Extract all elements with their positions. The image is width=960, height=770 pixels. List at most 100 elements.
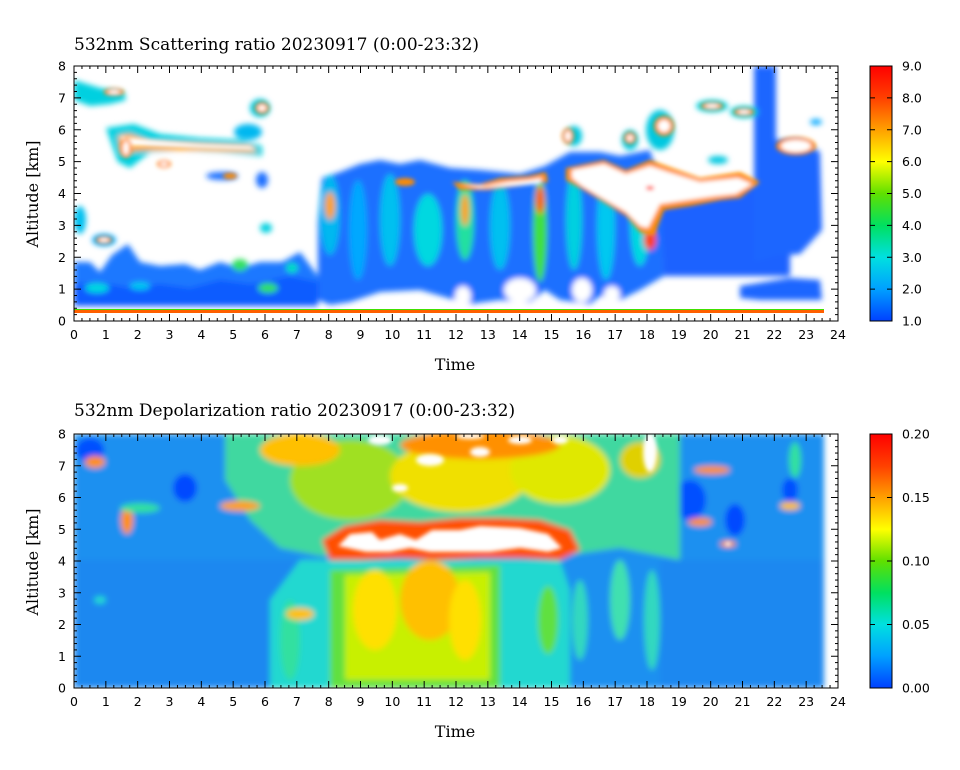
x-tick-label: 7: [293, 327, 301, 342]
x-tick-label: 22: [766, 327, 782, 342]
x-tick-label: 17: [607, 327, 623, 342]
x-tick-label: 3: [166, 694, 174, 709]
x-tick-label: 6: [261, 327, 269, 342]
x-tick-label: 0: [70, 694, 78, 709]
y-tick-label: 3: [58, 218, 66, 233]
colorbar-tick-label: 6.0: [902, 154, 922, 169]
surface-echo-line: [74, 310, 824, 313]
x-tick-label: 17: [607, 694, 623, 709]
x-tick-label: 10: [384, 327, 400, 342]
x-tick-label: 16: [575, 327, 591, 342]
x-tick-label: 9: [357, 327, 365, 342]
y-tick-label: 2: [58, 617, 66, 632]
colorbar-tick-label: 0.05: [902, 617, 930, 632]
x-tick-label: 2: [134, 694, 142, 709]
y-tick-label: 8: [58, 427, 66, 442]
y-axis-label: Altitude [km]: [23, 508, 42, 616]
colorbar: [870, 66, 892, 321]
colorbar-tick-label: 0.00: [902, 681, 930, 696]
x-tick-label: 19: [671, 327, 687, 342]
y-tick-label: 6: [58, 122, 66, 137]
y-tick-label: 4: [58, 554, 66, 569]
x-tick-label: 11: [416, 694, 432, 709]
y-tick-label: 3: [58, 585, 66, 600]
y-tick-label: 7: [58, 90, 66, 105]
x-axis-label: Time: [435, 722, 475, 741]
colorbar-tick-label: 7.0: [902, 122, 922, 137]
colorbar-tick-label: 9.0: [902, 59, 922, 74]
y-tick-label: 6: [58, 490, 66, 505]
x-tick-label: 23: [798, 694, 814, 709]
colorbar-tick-label: 3.0: [902, 250, 922, 265]
colorbar-tick-label: 0.20: [902, 427, 930, 442]
y-tick-label: 2: [58, 250, 66, 265]
x-tick-label: 11: [416, 327, 432, 342]
x-tick-label: 3: [166, 327, 174, 342]
colorbar-tick-label: 0.10: [902, 554, 930, 569]
x-tick-label: 1: [102, 327, 110, 342]
x-tick-label: 13: [480, 694, 496, 709]
y-tick-label: 1: [58, 282, 66, 297]
colorbar-ticks: 0.00 0.05 0.10 0.15 0.20: [870, 427, 930, 696]
x-tick-label: 14: [512, 694, 528, 709]
x-tick-label: 16: [575, 694, 591, 709]
saturated-depolarization: [338, 434, 731, 552]
x-tick-label: 9: [357, 694, 365, 709]
x-tick-label: 15: [544, 327, 560, 342]
axis-ticks: 0 1 2 3 4 5 6 7 8 9 10 11 12 13 14 15 16 17 18 19 20 21 22 23 24…: [58, 59, 846, 343]
x-tick-label: 10: [384, 694, 400, 709]
x-tick-label: 15: [544, 694, 560, 709]
x-tick-label: 18: [639, 694, 655, 709]
colorbar-tick-label: 2.0: [902, 282, 922, 297]
y-tick-label: 5: [58, 522, 66, 537]
y-tick-label: 4: [58, 186, 66, 201]
x-tick-label: 24: [830, 327, 846, 342]
y-tick-label: 0: [58, 314, 66, 329]
x-tick-label: 19: [671, 694, 687, 709]
depolarization-field: [74, 434, 824, 688]
plot-area: [74, 66, 838, 321]
x-tick-label: 8: [325, 327, 333, 342]
x-tick-label: 14: [512, 327, 528, 342]
x-tick-label: 24: [830, 694, 846, 709]
x-tick-label: 2: [134, 327, 142, 342]
x-tick-label: 7: [293, 694, 301, 709]
y-tick-label: 8: [58, 59, 66, 74]
x-tick-label: 23: [798, 327, 814, 342]
saturated-clouds: [96, 88, 816, 244]
x-tick-label: 4: [197, 694, 205, 709]
colorbar-tick-label: 8.0: [902, 90, 922, 105]
y-tick-label: 1: [58, 649, 66, 664]
colorbar-tick-label: 0.15: [902, 490, 930, 505]
x-tick-label: 8: [325, 694, 333, 709]
x-axis-label: Time: [435, 355, 475, 374]
x-tick-label: 1: [102, 694, 110, 709]
colorbar-tick-label: 4.0: [902, 218, 922, 233]
y-tick-label: 7: [58, 458, 66, 473]
colorbar-tick-label: 5.0: [902, 186, 922, 201]
y-tick-label: 5: [58, 154, 66, 169]
scattering-ratio-panel: 532nm Scattering ratio 20230917 (0:00-23…: [23, 35, 922, 374]
x-tick-label: 5: [229, 327, 237, 342]
x-tick-label: 12: [448, 327, 464, 342]
chart-title: 532nm Depolarization ratio 20230917 (0:0…: [74, 401, 515, 421]
axis-ticks: 0 1 2 3 4 5 6 7 8 9 10 11 12 13 14 15 16 17 18 19 20 21 22 23 24…: [58, 427, 846, 710]
x-tick-label: 22: [766, 694, 782, 709]
chart-title: 532nm Scattering ratio 20230917 (0:00-23…: [74, 35, 479, 55]
colorbar-tick-label: 1.0: [902, 314, 922, 329]
x-tick-label: 5: [229, 694, 237, 709]
x-tick-label: 13: [480, 327, 496, 342]
colorbar: [870, 434, 892, 688]
colorbar-ticks: 1.0 2.0 3.0 4.0 5.0 6.0 7.0 8.0 9.0: [870, 59, 922, 329]
x-tick-label: 20: [703, 327, 719, 342]
x-tick-label: 6: [261, 694, 269, 709]
x-tick-label: 18: [639, 327, 655, 342]
x-tick-label: 12: [448, 694, 464, 709]
x-tick-label: 4: [197, 327, 205, 342]
y-axis-label: Altitude [km]: [23, 140, 42, 248]
x-tick-label: 0: [70, 327, 78, 342]
plot-area: [74, 434, 838, 688]
y-tick-label: 0: [58, 681, 66, 696]
depolarization-ratio-panel: 532nm Depolarization ratio 20230917 (0:0…: [23, 401, 930, 741]
